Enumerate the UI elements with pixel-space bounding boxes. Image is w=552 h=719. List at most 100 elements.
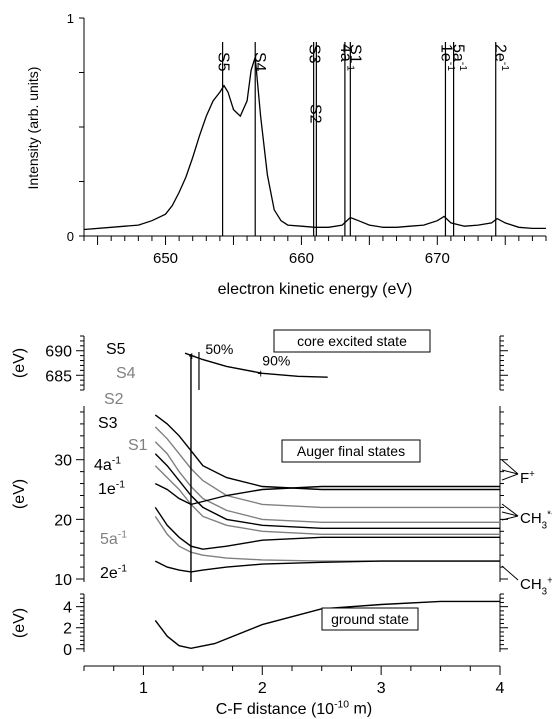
curve-label-8-part: 2e: [100, 565, 118, 582]
panel-0-title-box: [273, 329, 431, 353]
marker-label-3: S2: [306, 104, 323, 124]
right-label-0: F+: [520, 469, 535, 487]
right-connector-2-0: [501, 565, 519, 581]
panel-2-tick-label: 2: [63, 621, 72, 638]
core-annotation-1: 90%: [262, 352, 290, 368]
bottom-x-axis-label: C-F distance (10-10 m): [216, 700, 372, 718]
right-connector-1-2: [501, 515, 519, 521]
right-label-2-part: 3: [542, 586, 547, 597]
marker-label-6: 1e-1: [437, 44, 455, 71]
panel-2-title-box: [321, 607, 419, 631]
right-label-0-part: F: [520, 470, 529, 487]
curve-label-6-part: 1e: [98, 481, 116, 498]
curve-label-3: S3: [98, 415, 118, 432]
curve-label-1-part: S4: [116, 365, 136, 382]
panel-1-curve-3: [154, 453, 500, 529]
curve-label-5-part: 4a: [94, 457, 112, 474]
right-label-1-part: CH: [520, 510, 542, 527]
bottom-x-axis-label-part: C-F distance (10: [216, 701, 334, 718]
panel-1-curve-0: [154, 414, 500, 491]
right-connector-1-0: [501, 503, 519, 517]
panel-1-tick-label: 20: [54, 512, 72, 529]
panel-1-tick-label: 10: [54, 572, 72, 589]
panel-0-title: core excited state: [297, 333, 407, 349]
right-connector-0-0: [501, 459, 519, 475]
bottom-x-tick-label: 4: [496, 680, 505, 697]
bottom-x-tick-label: 1: [139, 680, 148, 697]
right-connector-0-2: [501, 473, 519, 481]
bottom-x-axis-label-part: -10: [334, 700, 349, 711]
marker-label-7-part: 5a: [450, 44, 467, 62]
marker-label-8-part: 2e: [492, 44, 509, 62]
panel-1-tick-label: 30: [54, 453, 72, 470]
panel-1-curve-2: [154, 441, 500, 523]
spectrum-line: [83, 57, 546, 231]
marker-label-1-part: S4: [251, 52, 268, 72]
panel-0-tick-label: 690: [45, 344, 72, 361]
curve-label-8-part: -1: [118, 564, 127, 575]
marker-label-6-part: 1e: [437, 44, 454, 62]
marker-label-0-part: S5: [215, 52, 232, 72]
marker-label-1: S4: [251, 52, 268, 72]
curve-label-2-part: S2: [104, 391, 124, 408]
curve-label-5: 4a-1: [94, 456, 121, 474]
right-label-1-part: 3: [542, 520, 547, 531]
right-label-1-part: *+: [547, 509, 552, 520]
curve-label-7-part: -1: [118, 530, 127, 541]
panel-1-curve-6: [154, 507, 500, 550]
panel-2-tick-label: 4: [63, 600, 72, 617]
panel-2-curve-0: [154, 600, 500, 650]
bottom-x-tick-label: 2: [258, 680, 267, 697]
marker-label-7-part: -1: [457, 62, 468, 71]
core-plus-1: +: [257, 366, 264, 380]
curve-label-4: S1: [128, 437, 148, 454]
top-x-tick-label: 650: [153, 250, 178, 267]
panel-2-tick-label: 0: [63, 642, 72, 659]
curve-label-7-part: 5a: [100, 531, 118, 548]
curve-label-1: S4: [116, 365, 136, 382]
marker-label-3-part: S2: [306, 104, 323, 124]
curve-label-7: 5a-1: [100, 530, 127, 548]
right-label-2-part: +: [547, 575, 552, 586]
top-y-tick-label: 0: [67, 229, 74, 244]
panel-2-title: ground state: [331, 611, 409, 627]
panel-0-tick-label: 685: [45, 368, 72, 385]
top-x-axis-label: electron kinetic energy (eV): [218, 281, 413, 298]
curve-label-0-part: S5: [106, 341, 126, 358]
panel-1-curve-5: [154, 482, 500, 506]
top-y-tick-label: 1: [67, 11, 74, 26]
panel-1-title: Auger final states: [297, 443, 405, 459]
curve-label-8: 2e-1: [100, 564, 127, 582]
top-x-tick-label: 660: [289, 250, 314, 267]
curve-label-3-part: S3: [98, 415, 118, 432]
top-y-axis-label: Intensity (arb. units): [25, 67, 41, 190]
marker-label-8: 2e-1: [492, 44, 510, 71]
panel-1-title-box: [281, 439, 421, 463]
marker-label-5: S1: [346, 44, 363, 64]
right-label-0-part: +: [529, 469, 535, 480]
panel-2-y-label: (eV): [11, 608, 28, 638]
right-label-2: CH3+: [520, 575, 552, 597]
panel-0-y-label: (eV): [11, 348, 28, 378]
core-annotation-0: 50%: [205, 341, 233, 357]
marker-label-5-part: S1: [346, 44, 363, 64]
panel-1-curve-4: [154, 465, 500, 535]
marker-label-7: 5a-1: [450, 44, 468, 71]
top-x-tick-label: 670: [425, 250, 450, 267]
core-plus-0: +: [188, 349, 195, 363]
curve-label-6-part: -1: [116, 480, 125, 491]
panel-1-curve-1: [154, 426, 500, 509]
panel-0-curve-0: [184, 352, 328, 378]
right-connector-1-1: [501, 511, 519, 517]
marker-label-0: S5: [215, 52, 232, 72]
right-label-2-part: CH: [520, 576, 542, 593]
curve-label-4-part: S1: [128, 437, 148, 454]
marker-label-4-part: 4a: [337, 44, 354, 62]
marker-label-8-part: -1: [499, 62, 510, 71]
marker-label-6-part: -1: [445, 62, 456, 71]
curve-label-5-part: -1: [112, 456, 121, 467]
right-label-1: CH3*+: [520, 509, 552, 531]
right-connector-0-1: [501, 469, 519, 475]
panel-1-curve-8: [154, 560, 500, 573]
